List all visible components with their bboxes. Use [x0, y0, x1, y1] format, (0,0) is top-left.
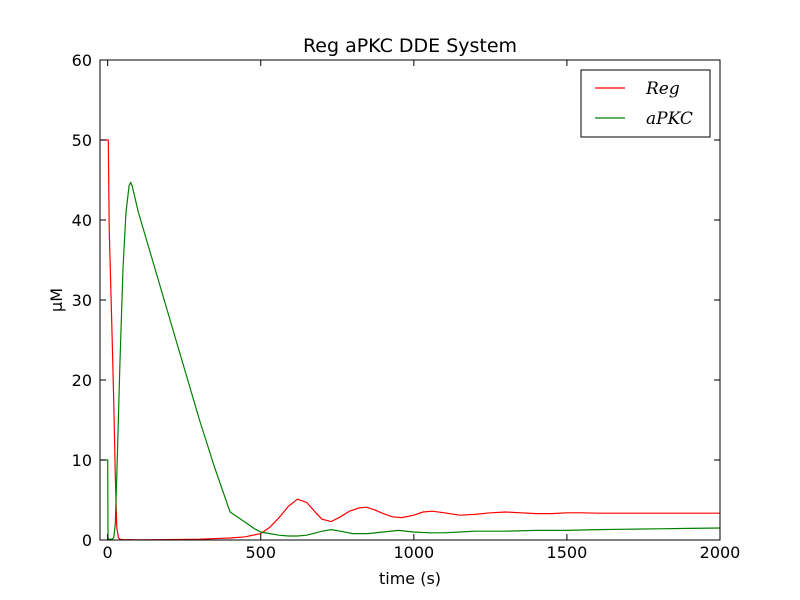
x-tick-label: 1000: [393, 543, 434, 562]
legend-label-apkc: aPKC: [646, 109, 693, 129]
y-tick-label: 0: [82, 531, 92, 550]
series-line-reg: [100, 139, 720, 541]
x-tick-label: 500: [245, 543, 276, 562]
y-axis-title: μM: [47, 288, 66, 312]
x-tick-label: 2000: [700, 543, 741, 562]
y-tick-label: 30: [72, 291, 92, 310]
y-tick-label: 40: [72, 211, 92, 230]
y-tick-label: 60: [72, 51, 92, 70]
legend: Reg aPKC: [580, 69, 711, 138]
legend-label-reg: Reg: [645, 79, 680, 99]
tick-layer: 0 500 1000 1500 2000 0 10 20 30 40 50 60: [72, 51, 741, 562]
y-tick-label: 20: [72, 371, 92, 390]
legend-box: [580, 69, 711, 138]
y-tick-label: 10: [72, 451, 92, 470]
series-line-apkc: [100, 181, 721, 540]
chart-title: Reg aPKC DDE System: [303, 35, 517, 57]
x-tick-label: 1500: [547, 543, 588, 562]
x-axis-title: time (s): [379, 569, 441, 588]
series-layer: [100, 139, 721, 541]
y-tick-label: 50: [72, 131, 92, 150]
x-tick-label: 0: [103, 543, 113, 562]
